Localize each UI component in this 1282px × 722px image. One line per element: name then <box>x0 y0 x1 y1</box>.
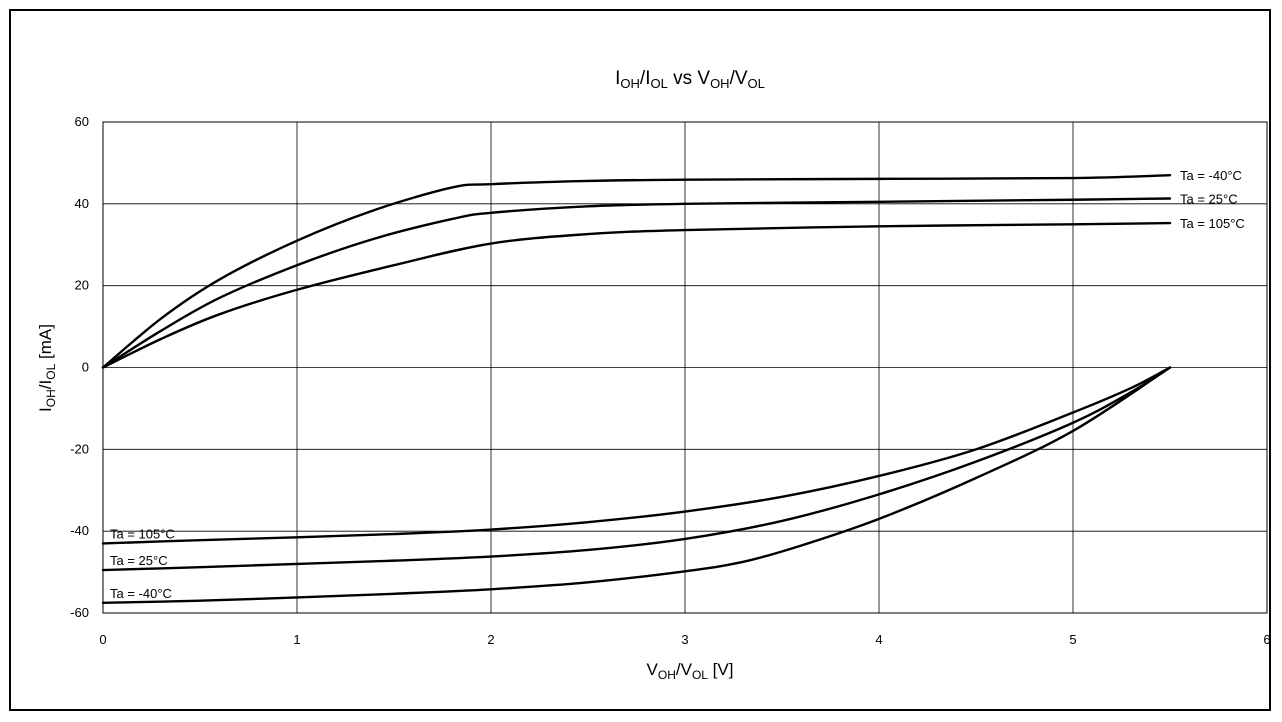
y-tick-label: -40 <box>70 523 89 538</box>
series-line <box>101 366 1172 572</box>
series-label: Ta = 25°C <box>110 553 168 568</box>
x-tick-label: 1 <box>293 632 300 647</box>
series-line <box>101 197 1172 369</box>
y-tick-label: -60 <box>70 605 89 620</box>
y-axis-label: IOH/IOL [mA] <box>36 324 58 412</box>
series-line <box>101 221 1172 369</box>
series-lines <box>101 173 1172 604</box>
x-tick-label: 4 <box>875 632 882 647</box>
series-labels: Ta = -40°C Ta = 25°C Ta = 105°C Ta = 105°C T… <box>110 168 1245 601</box>
y-tick-label: 60 <box>75 114 89 129</box>
series-label: Ta = 105°C <box>1180 216 1245 231</box>
x-tick-label: 0 <box>99 632 106 647</box>
y-tick-label: 20 <box>75 278 89 293</box>
x-tick-label: 5 <box>1069 632 1076 647</box>
series-line <box>101 366 1172 545</box>
chart-frame <box>9 9 1271 711</box>
series-label: Ta = -40°C <box>110 586 172 601</box>
series-line <box>101 366 1172 604</box>
series-label: Ta = -40°C <box>1180 168 1242 183</box>
x-tick-label: 6 <box>1263 632 1270 647</box>
tick-labels: 0 1 2 3 4 5 6 -60 -40 -20 0 20 40 60 <box>70 114 1270 647</box>
y-tick-label: -20 <box>70 441 89 456</box>
y-tick-label: 0 <box>82 360 89 375</box>
series-label: Ta = 105°C <box>110 526 175 541</box>
x-tick-label: 3 <box>681 632 688 647</box>
x-axis-label: VOH/VOL [V] <box>647 660 734 682</box>
y-tick-label: 40 <box>75 196 89 211</box>
x-tick-label: 2 <box>487 632 494 647</box>
series-label: Ta = 25°C <box>1180 192 1238 207</box>
chart-title: IOH/IOL vs VOH/VOL <box>615 68 765 91</box>
series-line <box>101 173 1172 369</box>
